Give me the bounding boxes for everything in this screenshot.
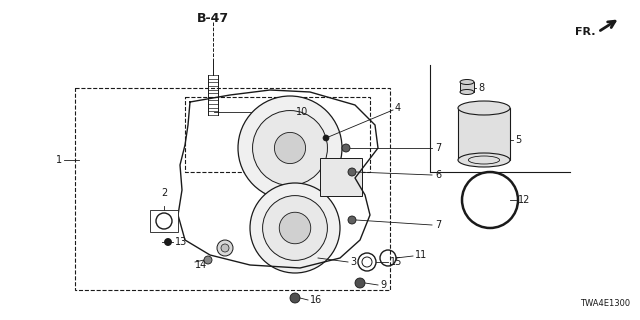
Bar	[185, 97, 370, 172]
Ellipse shape	[460, 79, 474, 84]
Bar	[320, 158, 362, 196]
Ellipse shape	[458, 101, 510, 115]
Circle shape	[164, 238, 172, 245]
Text: 2: 2	[161, 188, 167, 198]
Circle shape	[221, 244, 229, 252]
Text: 9: 9	[380, 280, 386, 290]
Text: 8: 8	[478, 83, 484, 93]
Circle shape	[348, 168, 356, 176]
Text: 10: 10	[296, 107, 308, 117]
Text: 11: 11	[415, 250, 428, 260]
Text: TWA4E1300: TWA4E1300	[580, 299, 630, 308]
Text: 13: 13	[175, 237, 188, 247]
Text: B-47: B-47	[197, 12, 229, 25]
Text: 12: 12	[518, 195, 531, 205]
Circle shape	[323, 135, 329, 141]
Text: FR.: FR.	[575, 27, 596, 37]
Text: 16: 16	[310, 295, 323, 305]
Circle shape	[348, 216, 356, 224]
Circle shape	[290, 293, 300, 303]
Circle shape	[355, 278, 365, 288]
Circle shape	[204, 256, 212, 264]
Text: 1: 1	[56, 155, 62, 165]
Circle shape	[253, 110, 328, 185]
Ellipse shape	[468, 156, 500, 164]
Bar	[458, 108, 510, 160]
Bar	[460, 82, 474, 92]
Text: 4: 4	[395, 103, 401, 113]
Circle shape	[279, 212, 311, 244]
Text: 7: 7	[435, 220, 441, 230]
Text: 15: 15	[390, 257, 403, 267]
Circle shape	[250, 183, 340, 273]
Text: 7: 7	[435, 143, 441, 153]
Text: 3: 3	[350, 257, 356, 267]
Text: 14: 14	[195, 260, 207, 270]
Circle shape	[262, 196, 328, 260]
Ellipse shape	[458, 153, 510, 167]
Circle shape	[275, 132, 306, 164]
Bar	[75, 88, 390, 290]
Circle shape	[217, 240, 233, 256]
Circle shape	[342, 144, 350, 152]
Ellipse shape	[460, 90, 474, 94]
Circle shape	[238, 96, 342, 200]
Text: 5: 5	[515, 135, 521, 145]
Text: 6: 6	[435, 170, 441, 180]
Bar	[150, 210, 178, 232]
